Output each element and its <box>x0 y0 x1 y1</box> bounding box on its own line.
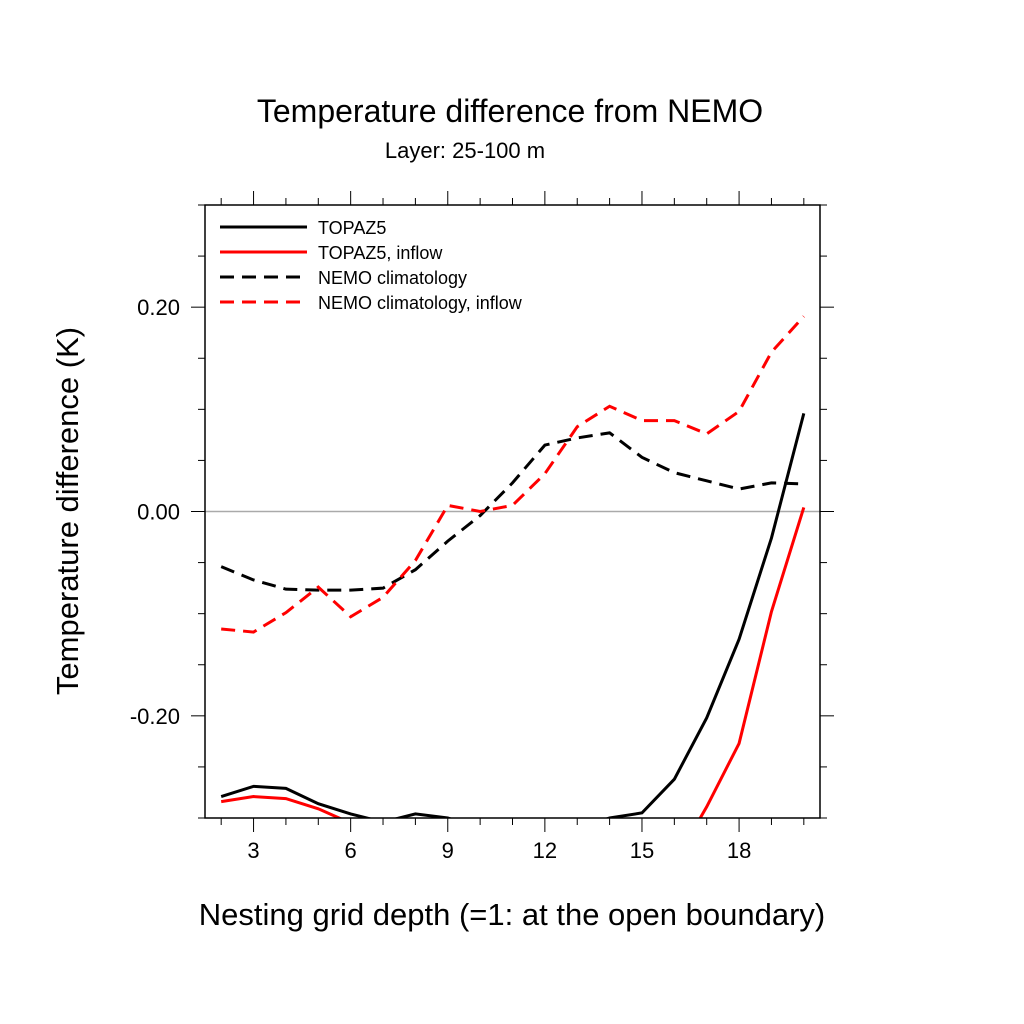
chart-subtitle: Layer: 25-100 m <box>385 138 545 163</box>
x-tick-label: 18 <box>727 838 751 863</box>
x-tick-label: 6 <box>345 838 357 863</box>
y-tick-label: 0.00 <box>137 500 180 525</box>
legend: TOPAZ5 TOPAZ5, inflow NEMO climatology NEMO… <box>220 218 523 313</box>
chart-title: Temperature difference from NEMO <box>257 93 763 129</box>
series-line-0 <box>220 413 806 818</box>
x-tick-label: 12 <box>533 838 557 863</box>
plot-frame <box>204 204 821 819</box>
series-line-1 <box>220 506 806 818</box>
series-line-3 <box>221 315 805 634</box>
y-tick-label: 0.20 <box>137 295 180 320</box>
y-axis-label: Temperature difference (K) <box>50 327 85 695</box>
axis-ticks: 3 6 9 12 15 18 -0.20 0.00 0.20 <box>130 191 834 863</box>
legend-label: NEMO climatology, inflow <box>318 293 523 313</box>
legend-label: NEMO climatology <box>318 268 467 288</box>
legend-label: TOPAZ5 <box>318 218 386 238</box>
series-lines <box>220 315 806 818</box>
x-tick-label: 3 <box>247 838 259 863</box>
x-tick-label: 15 <box>630 838 654 863</box>
series-line-2 <box>220 431 804 592</box>
x-axis-label: Nesting grid depth (=1: at the open boun… <box>199 897 825 932</box>
legend-label: TOPAZ5, inflow <box>318 243 443 263</box>
y-tick-label: -0.20 <box>130 704 180 729</box>
x-tick-label: 9 <box>442 838 454 863</box>
